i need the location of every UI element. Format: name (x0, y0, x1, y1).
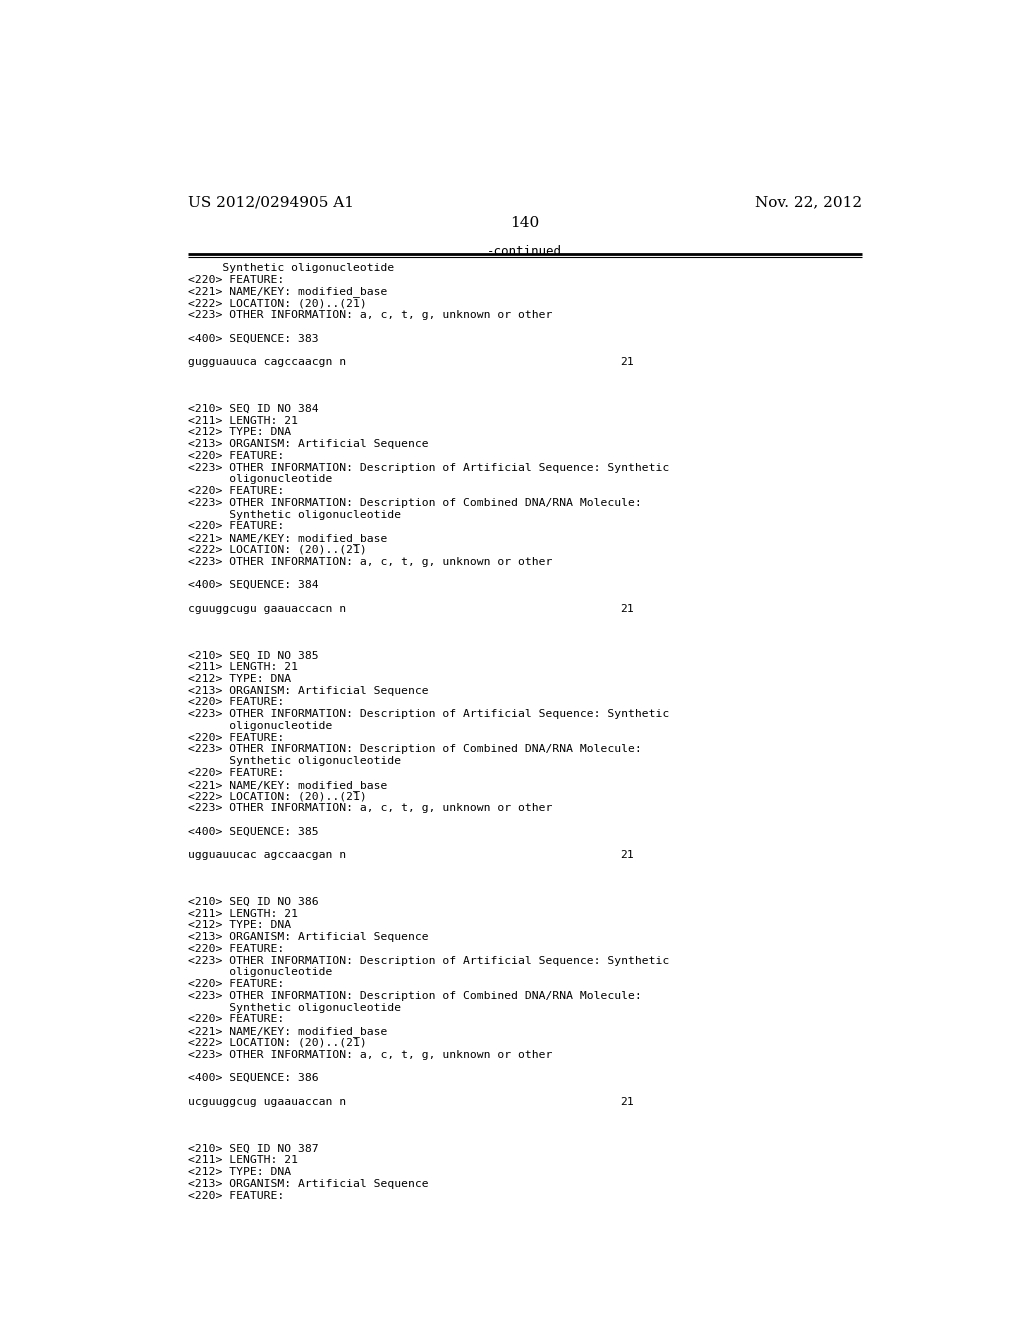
Text: Nov. 22, 2012: Nov. 22, 2012 (755, 195, 862, 210)
Text: <213> ORGANISM: Artificial Sequence: <213> ORGANISM: Artificial Sequence (187, 932, 428, 942)
Text: <223> OTHER INFORMATION: Description of Combined DNA/RNA Molecule:: <223> OTHER INFORMATION: Description of … (187, 744, 641, 755)
Text: <220> FEATURE:: <220> FEATURE: (187, 521, 284, 532)
Text: <210> SEQ ID NO 385: <210> SEQ ID NO 385 (187, 651, 318, 660)
Text: <400> SEQUENCE: 385: <400> SEQUENCE: 385 (187, 826, 318, 837)
Text: <220> FEATURE:: <220> FEATURE: (187, 451, 284, 461)
Text: 21: 21 (620, 850, 634, 861)
Text: <211> LENGTH: 21: <211> LENGTH: 21 (187, 908, 298, 919)
Text: <222> LOCATION: (20)..(21): <222> LOCATION: (20)..(21) (187, 298, 367, 309)
Text: Synthetic oligonucleotide: Synthetic oligonucleotide (187, 263, 394, 273)
Text: <400> SEQUENCE: 383: <400> SEQUENCE: 383 (187, 334, 318, 343)
Text: Synthetic oligonucleotide: Synthetic oligonucleotide (187, 510, 400, 520)
Text: <211> LENGTH: 21: <211> LENGTH: 21 (187, 1155, 298, 1166)
Text: <223> OTHER INFORMATION: Description of Artificial Sequence: Synthetic: <223> OTHER INFORMATION: Description of … (187, 956, 669, 966)
Text: <220> FEATURE:: <220> FEATURE: (187, 979, 284, 989)
Text: <220> FEATURE:: <220> FEATURE: (187, 1014, 284, 1024)
Text: oligonucleotide: oligonucleotide (187, 968, 332, 977)
Text: <221> NAME/KEY: modified_base: <221> NAME/KEY: modified_base (187, 533, 387, 544)
Text: <210> SEQ ID NO 386: <210> SEQ ID NO 386 (187, 898, 318, 907)
Text: <220> FEATURE:: <220> FEATURE: (187, 1191, 284, 1200)
Text: <220> FEATURE:: <220> FEATURE: (187, 697, 284, 708)
Text: <211> LENGTH: 21: <211> LENGTH: 21 (187, 416, 298, 426)
Text: <220> FEATURE:: <220> FEATURE: (187, 275, 284, 285)
Text: <400> SEQUENCE: 384: <400> SEQUENCE: 384 (187, 579, 318, 590)
Text: 21: 21 (620, 356, 634, 367)
Text: <400> SEQUENCE: 386: <400> SEQUENCE: 386 (187, 1073, 318, 1084)
Text: <223> OTHER INFORMATION: Description of Combined DNA/RNA Molecule:: <223> OTHER INFORMATION: Description of … (187, 498, 641, 508)
Text: <221> NAME/KEY: modified_base: <221> NAME/KEY: modified_base (187, 1026, 387, 1038)
Text: -continued: -continued (487, 244, 562, 257)
Text: <223> OTHER INFORMATION: Description of Artificial Sequence: Synthetic: <223> OTHER INFORMATION: Description of … (187, 709, 669, 719)
Text: <210> SEQ ID NO 384: <210> SEQ ID NO 384 (187, 404, 318, 414)
Text: <223> OTHER INFORMATION: a, c, t, g, unknown or other: <223> OTHER INFORMATION: a, c, t, g, unk… (187, 557, 552, 566)
Text: <222> LOCATION: (20)..(21): <222> LOCATION: (20)..(21) (187, 792, 367, 801)
Text: <213> ORGANISM: Artificial Sequence: <213> ORGANISM: Artificial Sequence (187, 685, 428, 696)
Text: ugguauucac agccaacgan n: ugguauucac agccaacgan n (187, 850, 346, 861)
Text: 21: 21 (620, 1097, 634, 1106)
Text: <213> ORGANISM: Artificial Sequence: <213> ORGANISM: Artificial Sequence (187, 1179, 428, 1189)
Text: <223> OTHER INFORMATION: Description of Combined DNA/RNA Molecule:: <223> OTHER INFORMATION: Description of … (187, 991, 641, 1001)
Text: <223> OTHER INFORMATION: a, c, t, g, unknown or other: <223> OTHER INFORMATION: a, c, t, g, unk… (187, 310, 552, 319)
Text: cguuggcugu gaauaccacn n: cguuggcugu gaauaccacn n (187, 603, 346, 614)
Text: <220> FEATURE:: <220> FEATURE: (187, 733, 284, 743)
Text: <220> FEATURE:: <220> FEATURE: (187, 486, 284, 496)
Text: <212> TYPE: DNA: <212> TYPE: DNA (187, 428, 291, 437)
Text: Synthetic oligonucleotide: Synthetic oligonucleotide (187, 1003, 400, 1012)
Text: <222> LOCATION: (20)..(21): <222> LOCATION: (20)..(21) (187, 1038, 367, 1048)
Text: <211> LENGTH: 21: <211> LENGTH: 21 (187, 663, 298, 672)
Text: ucguuggcug ugaauaccan n: ucguuggcug ugaauaccan n (187, 1097, 346, 1106)
Text: <223> OTHER INFORMATION: a, c, t, g, unknown or other: <223> OTHER INFORMATION: a, c, t, g, unk… (187, 1049, 552, 1060)
Text: oligonucleotide: oligonucleotide (187, 474, 332, 484)
Text: <212> TYPE: DNA: <212> TYPE: DNA (187, 675, 291, 684)
Text: gugguauuca cagccaacgn n: gugguauuca cagccaacgn n (187, 356, 346, 367)
Text: <212> TYPE: DNA: <212> TYPE: DNA (187, 920, 291, 931)
Text: US 2012/0294905 A1: US 2012/0294905 A1 (187, 195, 353, 210)
Text: <223> OTHER INFORMATION: Description of Artificial Sequence: Synthetic: <223> OTHER INFORMATION: Description of … (187, 462, 669, 473)
Text: <220> FEATURE:: <220> FEATURE: (187, 768, 284, 777)
Text: <213> ORGANISM: Artificial Sequence: <213> ORGANISM: Artificial Sequence (187, 440, 428, 449)
Text: Synthetic oligonucleotide: Synthetic oligonucleotide (187, 756, 400, 766)
Text: oligonucleotide: oligonucleotide (187, 721, 332, 731)
Text: <212> TYPE: DNA: <212> TYPE: DNA (187, 1167, 291, 1177)
Text: <223> OTHER INFORMATION: a, c, t, g, unknown or other: <223> OTHER INFORMATION: a, c, t, g, unk… (187, 803, 552, 813)
Text: 21: 21 (620, 603, 634, 614)
Text: <220> FEATURE:: <220> FEATURE: (187, 944, 284, 954)
Text: <222> LOCATION: (20)..(21): <222> LOCATION: (20)..(21) (187, 545, 367, 554)
Text: <210> SEQ ID NO 387: <210> SEQ ID NO 387 (187, 1143, 318, 1154)
Text: <221> NAME/KEY: modified_base: <221> NAME/KEY: modified_base (187, 286, 387, 297)
Text: 140: 140 (510, 216, 540, 230)
Text: <221> NAME/KEY: modified_base: <221> NAME/KEY: modified_base (187, 780, 387, 791)
